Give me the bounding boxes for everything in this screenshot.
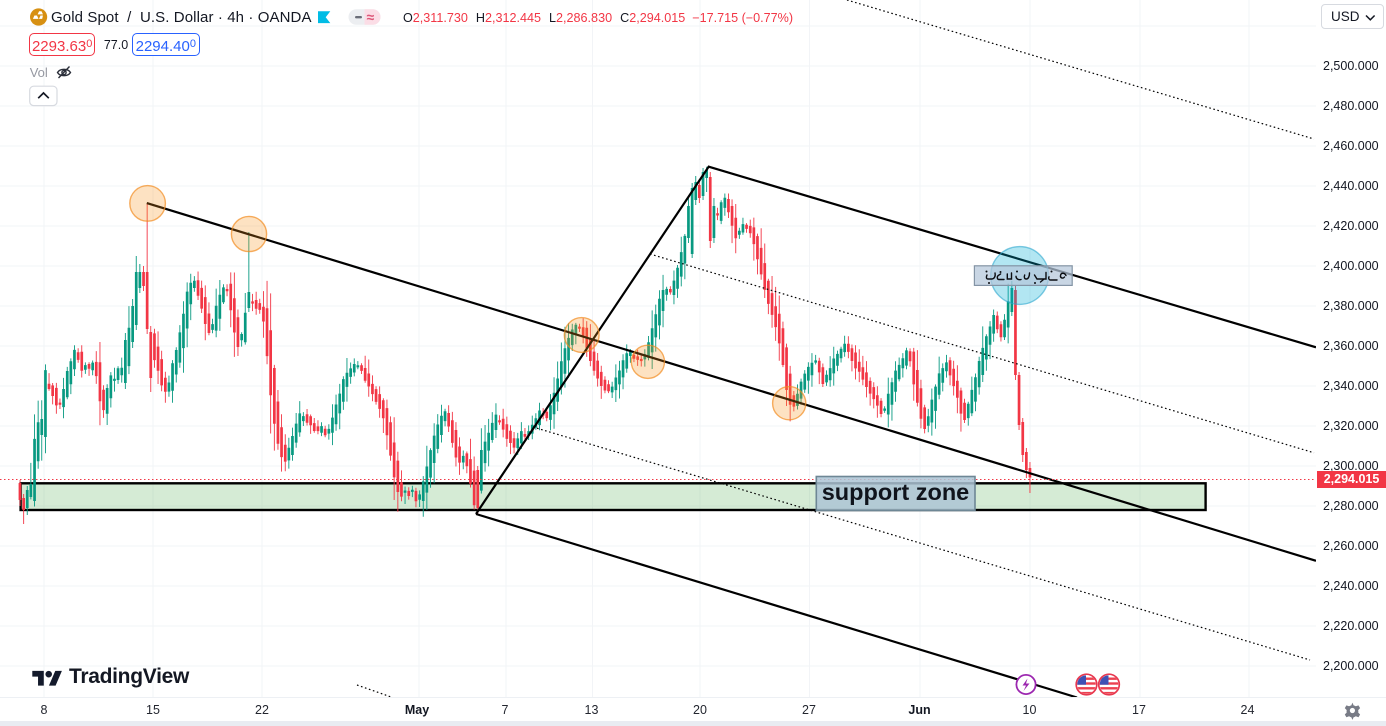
svg-text:≈: ≈ — [367, 9, 375, 25]
